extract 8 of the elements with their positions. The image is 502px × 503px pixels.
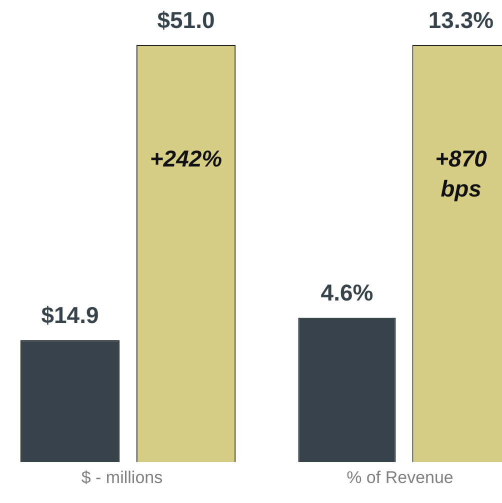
data-label: 4.6%: [320, 280, 374, 306]
data-label: $14.9: [41, 302, 99, 328]
x-axis-title: % of Revenue: [346, 468, 454, 488]
annotation: +870 bps: [435, 145, 488, 202]
x-axis-title: $ - millions: [80, 468, 164, 488]
data-label: $51.0: [157, 6, 215, 33]
data-label: 13.3%: [428, 6, 494, 33]
annotation: +242%: [150, 145, 222, 172]
